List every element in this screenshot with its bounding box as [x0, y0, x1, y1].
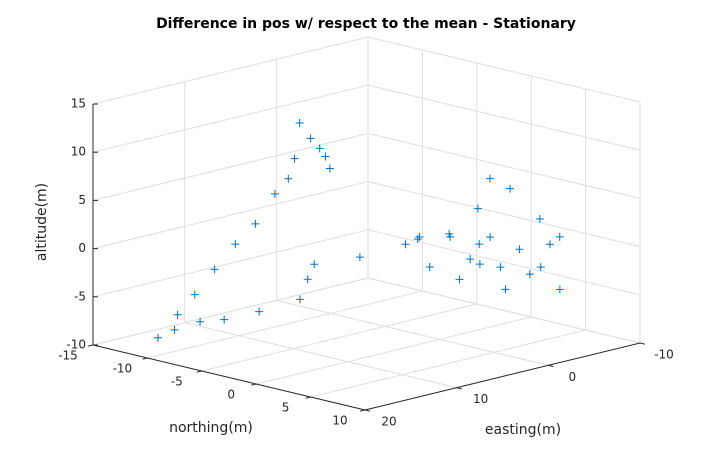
- data-point: [536, 263, 545, 272]
- x-tick: [456, 387, 462, 390]
- grid-line: [92, 277, 369, 346]
- grid-line: [276, 299, 549, 366]
- data-point: [173, 310, 182, 319]
- data-point: [284, 174, 293, 183]
- grid-line: [367, 36, 641, 103]
- grid-line: [367, 84, 641, 151]
- data-point: [210, 265, 219, 274]
- data-point: [555, 232, 564, 241]
- y-axis-line: [92, 344, 366, 411]
- data-point: [270, 189, 279, 198]
- y-tick-label: -10: [113, 362, 133, 376]
- y-tick: [142, 357, 148, 360]
- data-point: [321, 152, 330, 161]
- data-point: [401, 240, 410, 249]
- data-point: [295, 119, 304, 128]
- data-point: [251, 219, 260, 228]
- x-tick: [548, 364, 554, 368]
- data-point: [170, 325, 179, 334]
- data-point: [525, 270, 534, 279]
- data-point: [486, 233, 495, 242]
- x-axis-label: easting(m): [485, 422, 561, 438]
- grid-line: [92, 132, 369, 201]
- data-point: [290, 154, 299, 163]
- grid-line: [367, 229, 641, 296]
- grid-line: [92, 181, 369, 250]
- grid-line: [92, 36, 369, 105]
- data-point: [190, 290, 199, 299]
- x-tick-label: -10: [654, 348, 674, 362]
- y-tick-label: 0: [227, 388, 235, 402]
- y-tick: [305, 396, 311, 399]
- y-axis-label: northing(m): [169, 420, 253, 436]
- data-point: [310, 260, 319, 269]
- data-point: [220, 315, 229, 324]
- x-axis-line: [364, 342, 641, 411]
- z-tick-label: 0: [78, 241, 86, 255]
- data-point: [475, 240, 484, 249]
- y-tick: [251, 383, 257, 386]
- z-axis-label: altitude(m): [34, 183, 50, 261]
- z-tick-label: -10: [66, 338, 86, 352]
- grid-line: [147, 290, 423, 359]
- data-point: [413, 235, 422, 244]
- data-point: [455, 275, 464, 284]
- chart-title: Difference in pos w/ respect to the mean…: [156, 16, 576, 32]
- z-tick-label: 15: [71, 97, 86, 111]
- data-point: [501, 285, 510, 294]
- data-point: [545, 240, 554, 249]
- data-point: [555, 285, 564, 294]
- data-point: [296, 295, 305, 304]
- grid-line: [367, 277, 641, 344]
- grid-line: [92, 84, 369, 153]
- data-point: [303, 275, 312, 284]
- data-point: [466, 255, 475, 264]
- x-tick-label: 0: [569, 370, 577, 384]
- y-tick-label: 5: [282, 401, 290, 415]
- grid-line: [256, 316, 532, 385]
- data-point: [473, 204, 482, 213]
- y-tick: [359, 409, 366, 412]
- grid-line: [201, 303, 477, 372]
- z-tick-label: 10: [71, 145, 86, 159]
- y-tick-label: 10: [332, 414, 347, 428]
- data-point: [486, 174, 495, 183]
- x-tick-label: 20: [381, 415, 396, 429]
- data-point: [231, 240, 240, 249]
- data-point: [355, 253, 364, 262]
- data-point: [535, 214, 544, 223]
- z-tick-label: -5: [74, 289, 86, 303]
- data-point: [506, 184, 515, 193]
- data-point: [255, 307, 264, 316]
- data-point: [196, 317, 205, 326]
- grid-line: [310, 329, 586, 398]
- y-tick-label: -5: [171, 375, 183, 389]
- grid-line: [92, 229, 369, 298]
- x-tick: [639, 342, 646, 345]
- data-point: [306, 134, 315, 143]
- grid-line: [367, 181, 641, 248]
- data-point: [153, 333, 162, 342]
- z-tick-label: 5: [78, 193, 86, 207]
- data-point: [515, 245, 524, 254]
- grid-line: [367, 132, 641, 199]
- y-tick: [196, 370, 202, 373]
- grid-line: [184, 322, 457, 389]
- data-point: [325, 164, 334, 173]
- data-point: [446, 232, 455, 241]
- y-tick: [87, 344, 94, 347]
- data-point: [496, 263, 505, 272]
- x-tick-label: 10: [473, 392, 488, 406]
- y-tick-label: -15: [58, 349, 78, 363]
- x-tick: [364, 409, 371, 412]
- data-point: [315, 144, 324, 153]
- data-point: [475, 260, 484, 269]
- data-point: [425, 263, 434, 272]
